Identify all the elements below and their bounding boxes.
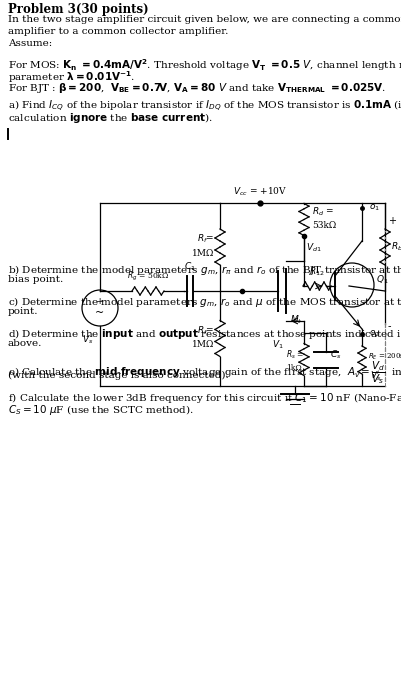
Text: $o_1$: $o_1$ xyxy=(369,202,380,214)
Text: f) Calculate the lower 3dB frequency for this circuit if $C_1 = 10$ nF (Nano-Far: f) Calculate the lower 3dB frequency for… xyxy=(8,391,401,405)
Text: +: + xyxy=(96,296,104,305)
Text: $C_1$: $C_1$ xyxy=(184,261,196,273)
Text: $R_{b2}$: $R_{b2}$ xyxy=(391,240,401,253)
Text: Problem 3(30 points): Problem 3(30 points) xyxy=(8,3,149,16)
Text: $R_d$ =: $R_d$ = xyxy=(312,205,334,218)
Text: $M_t$: $M_t$ xyxy=(290,313,302,325)
Text: $V_s$: $V_s$ xyxy=(82,333,94,346)
Text: $R_s$ =: $R_s$ = xyxy=(286,348,304,361)
Text: $R_{12}$: $R_{12}$ xyxy=(309,265,325,278)
Text: $C_S = 10$ $\mu$F (use the SCTC method).: $C_S = 10$ $\mu$F (use the SCTC method). xyxy=(8,403,194,417)
Text: $Q_1$: $Q_1$ xyxy=(376,274,389,286)
Text: bias point.: bias point. xyxy=(8,275,63,284)
Text: For BJT : $\mathbf{\beta = 200}$,  $\mathbf{V_{BE} = 0.7V}$, $\mathbf{V_A = 80}$: For BJT : $\mathbf{\beta = 200}$, $\math… xyxy=(8,81,386,95)
Text: 1MΩ: 1MΩ xyxy=(192,249,214,258)
Text: $R_g$ = 50kΩ: $R_g$ = 50kΩ xyxy=(127,270,169,283)
Text: $V_s'$: $V_s'$ xyxy=(370,370,381,383)
Text: -: - xyxy=(388,321,391,331)
Text: 53kΩ: 53kΩ xyxy=(312,221,336,230)
Text: a) Find $I_{CQ}$ of the bipolar transistor if $I_{DQ}$ of the MOS transistor is : a) Find $I_{CQ}$ of the bipolar transist… xyxy=(8,99,401,114)
Text: ~: ~ xyxy=(95,308,105,318)
Text: 1MΩ: 1MΩ xyxy=(192,340,214,349)
Text: point.: point. xyxy=(8,307,38,316)
Text: $R_f$=: $R_f$= xyxy=(196,324,214,337)
Text: calculation $\mathbf{ignore}$ the $\mathbf{base\ current}$).: calculation $\mathbf{ignore}$ the $\math… xyxy=(8,111,213,125)
Text: In the two stage amplifier circuit given below, we are connecting a common sourc: In the two stage amplifier circuit given… xyxy=(8,15,401,24)
Text: $V_1$: $V_1$ xyxy=(272,338,284,350)
Text: $R_E$ = 200Ω: $R_E$ = 200Ω xyxy=(368,352,401,362)
Text: parameter $\mathbf{\lambda = 0.01V^{-1}}$.: parameter $\mathbf{\lambda = 0.01V^{-1}}… xyxy=(8,69,135,85)
Text: 1kΩ: 1kΩ xyxy=(286,363,302,372)
Text: For MOS: $\mathbf{K_n}$ $\mathbf{= 0.4mA/V^2}$. Threshold voltage $\mathbf{V_T}$: For MOS: $\mathbf{K_n}$ $\mathbf{= 0.4mA… xyxy=(8,57,401,73)
Text: amplifier to a common collector amplifier.: amplifier to a common collector amplifie… xyxy=(8,27,229,36)
Text: Assume:: Assume: xyxy=(8,39,52,48)
Text: +: + xyxy=(388,216,396,226)
Text: $C_s$: $C_s$ xyxy=(330,348,342,361)
Text: above.: above. xyxy=(8,339,43,348)
Text: b) Determine the model parameters $g_m$, $r_\pi$ and $r_o$ of the BJT transistor: b) Determine the model parameters $g_m$,… xyxy=(8,263,401,277)
Text: d) Determine the $\mathbf{input}$ and $\mathbf{output}$ resistances at those poi: d) Determine the $\mathbf{input}$ and $\… xyxy=(8,327,401,341)
Text: e) Calculate the $\mathbf{mid}$-$\mathbf{frequency}$ voltage gain of the first s: e) Calculate the $\mathbf{mid}$-$\mathbf… xyxy=(8,359,401,386)
Text: $V_{cc}$ = +10V: $V_{cc}$ = +10V xyxy=(233,185,287,198)
Text: $R_f$=: $R_f$= xyxy=(196,233,214,245)
Text: (with the second stage is also connected).: (with the second stage is also connected… xyxy=(8,371,229,380)
Text: $V_{d1}$: $V_{d1}$ xyxy=(306,241,322,254)
Text: $o_2$: $o_2$ xyxy=(369,329,380,339)
Text: c) Determine the model parameters $g_m$, $r_o$ and $\mu$ of the MOS transistor a: c) Determine the model parameters $g_m$,… xyxy=(8,295,401,309)
